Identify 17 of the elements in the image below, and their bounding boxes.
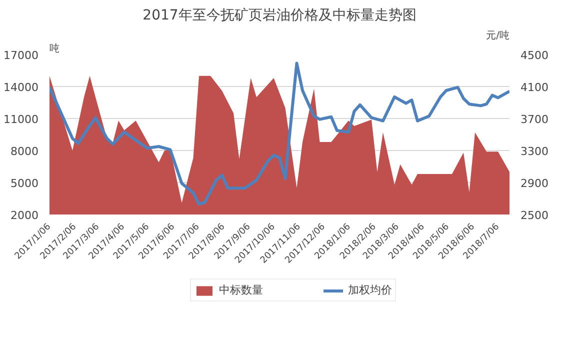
y2-tick-label: 4500 bbox=[520, 49, 548, 62]
y-tick-label: 11000 bbox=[4, 113, 39, 126]
y2-tick-label: 2900 bbox=[520, 177, 548, 190]
chart-title: 2017年至今抚矿页岩油价格及中标量走势图 bbox=[142, 8, 416, 24]
y-tick-label: 8000 bbox=[10, 145, 39, 158]
y2-axis-title: 元/吨 bbox=[486, 30, 510, 42]
y-axis-title: 吨 bbox=[50, 42, 60, 54]
y2-tick-label: 4100 bbox=[520, 81, 548, 94]
y2-tick-label: 3700 bbox=[520, 113, 548, 126]
legend-label: 中标数量 bbox=[219, 282, 263, 298]
legend-label: 加权均价 bbox=[348, 282, 392, 298]
y-tick-label: 5000 bbox=[10, 177, 39, 190]
y-tick-label: 14000 bbox=[4, 81, 39, 94]
y-tick-label: 2000 bbox=[10, 209, 39, 222]
y2-tick-label: 3300 bbox=[520, 145, 548, 158]
y-tick-label: 17000 bbox=[4, 49, 39, 62]
y2-tick-label: 2500 bbox=[520, 209, 548, 222]
